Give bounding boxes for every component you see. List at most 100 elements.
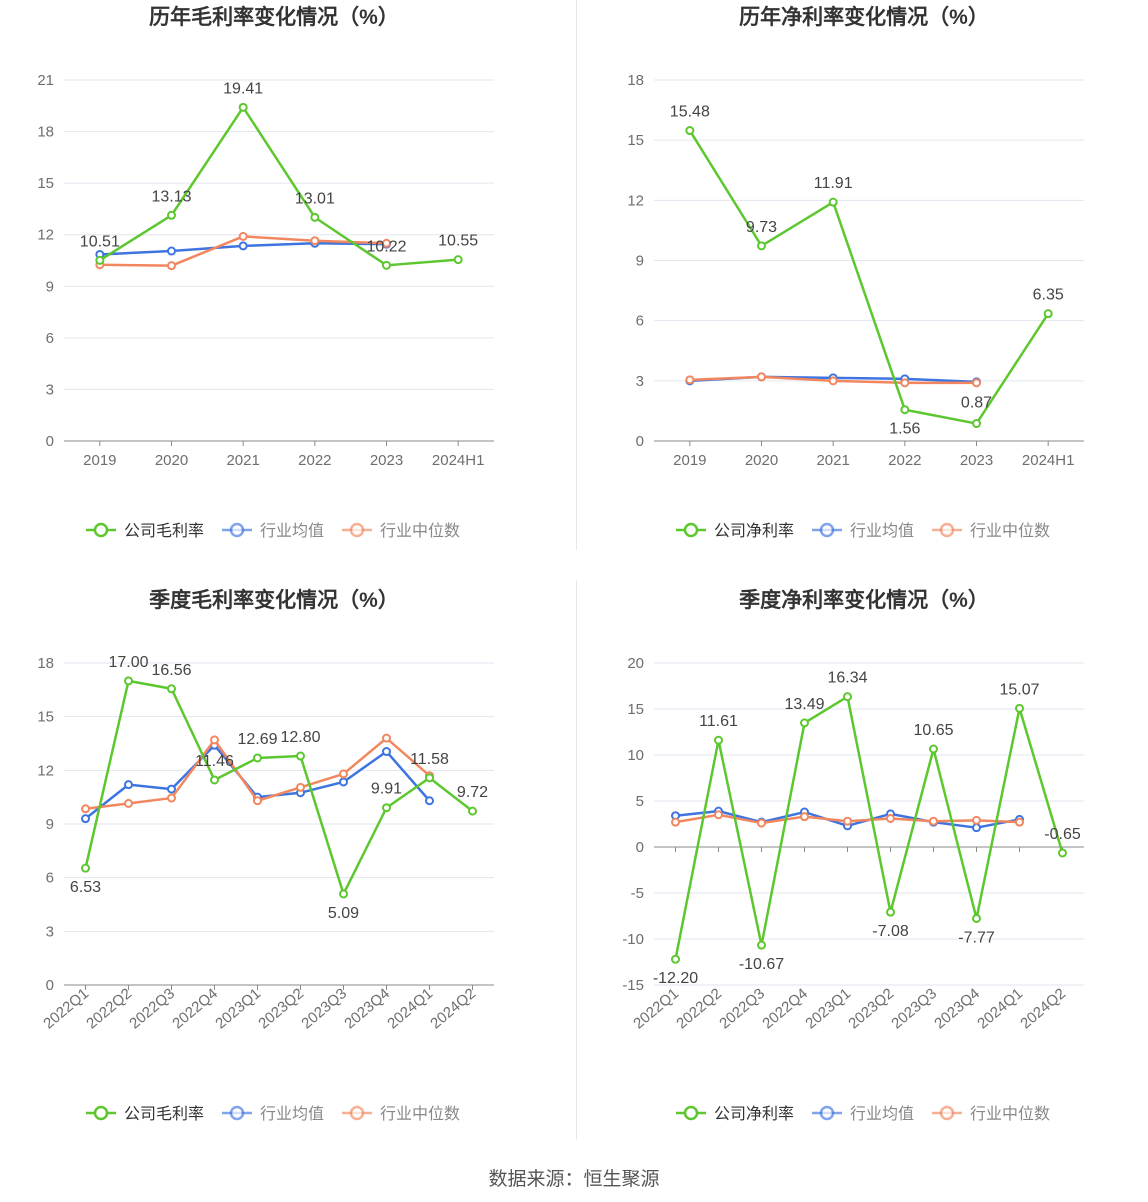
data-point <box>339 777 348 787</box>
y-tick-label: 9 <box>636 253 644 270</box>
data-point <box>972 815 981 825</box>
chart-panel-4: 季度净利率变化情况（%）-15-10-5051015202022Q12022Q2… <box>622 588 1084 1123</box>
data-point <box>167 793 176 803</box>
series-line-company <box>84 679 474 896</box>
data-label: 11.46 <box>195 753 234 770</box>
series-line-company <box>674 695 1064 960</box>
data-label: 12.69 <box>237 731 277 748</box>
data-point <box>210 775 219 785</box>
data-point <box>972 823 981 833</box>
x-tick-label: 2019 <box>83 452 116 469</box>
legend-label: 行业均值 <box>260 522 324 540</box>
data-point <box>238 241 248 251</box>
legend-item-industry-avg: 行业均值 <box>812 522 914 540</box>
y-tick-label: 12 <box>627 192 644 209</box>
data-label: 9.91 <box>371 781 402 798</box>
data-point <box>886 813 895 823</box>
data-label: 6.53 <box>70 879 101 896</box>
chart-panel-1: 历年毛利率变化情况（%） 0 3 6 9 12 15 18 21 2019 2020 2021 2022… <box>37 5 494 540</box>
legend-label: 行业中位数 <box>380 522 460 540</box>
y-tick-label: 9 <box>46 278 54 295</box>
data-point <box>828 197 838 207</box>
data-point <box>382 238 391 248</box>
y-tick-label: 0 <box>636 839 644 856</box>
y-tick-label: 18 <box>37 124 54 141</box>
x-tick-label: 2022Q3 <box>716 985 768 1032</box>
legend-item-company: 公司净利率 <box>676 522 794 540</box>
data-point <box>81 804 90 814</box>
data-label: -10.67 <box>739 956 784 973</box>
data-point <box>339 769 348 779</box>
x-tick-label: 2023Q2 <box>255 985 307 1032</box>
data-point <box>238 102 248 112</box>
data-point <box>900 378 910 388</box>
x-tick-label: 2022Q4 <box>169 985 221 1032</box>
data-point <box>757 818 766 828</box>
chart-panel-3: 季度毛利率变化情况（%）03691215182022Q12022Q22022Q3… <box>37 588 494 1123</box>
legend-marker <box>939 1105 955 1121</box>
y-tick-label: 0 <box>46 977 54 994</box>
data-point <box>468 806 477 816</box>
data-label: 17.00 <box>108 654 148 671</box>
data-point <box>1043 309 1053 319</box>
y-tick-label: 15 <box>37 709 54 726</box>
chart-title: 历年毛利率变化情况（%） <box>149 5 399 29</box>
data-point <box>671 817 680 827</box>
data-label: 10.51 <box>80 233 120 250</box>
data-label: 0.87 <box>961 395 992 412</box>
data-point <box>253 796 262 806</box>
data-label: 9.73 <box>746 219 777 236</box>
y-tick-label: -15 <box>622 977 644 994</box>
y-tick-label: 15 <box>627 132 644 149</box>
data-point <box>124 676 133 686</box>
data-label: -7.77 <box>958 929 995 946</box>
panel-divider-top <box>576 0 577 550</box>
data-point <box>382 260 391 270</box>
chart-title: 季度毛利率变化情况（%） <box>149 588 399 612</box>
data-point <box>167 684 176 694</box>
data-point <box>843 816 852 826</box>
data-point <box>81 863 90 873</box>
data-label: 13.49 <box>784 696 824 713</box>
x-tick-label: 2022Q3 <box>126 985 178 1032</box>
data-label: 5.09 <box>328 905 359 922</box>
legend-label: 行业均值 <box>850 522 914 540</box>
legend-item-company: 公司毛利率 <box>86 522 204 540</box>
data-point <box>843 692 852 702</box>
y-tick-label: 3 <box>46 381 54 398</box>
legend-label: 行业中位数 <box>970 1105 1050 1123</box>
y-tick-label: 12 <box>37 227 54 244</box>
data-point <box>167 210 176 220</box>
data-label: -7.08 <box>872 923 909 940</box>
data-point <box>453 255 463 265</box>
y-tick-label: 10 <box>627 747 644 764</box>
x-tick-label: 2023Q2 <box>845 985 897 1032</box>
data-point <box>685 375 695 385</box>
data-point <box>828 376 838 386</box>
y-tick-label: 9 <box>46 816 54 833</box>
x-tick-label: 2019 <box>673 452 706 469</box>
data-point <box>972 378 981 388</box>
legend-label: 公司净利率 <box>714 1105 794 1123</box>
series-line-company <box>688 129 1050 425</box>
data-source-note: 数据来源：恒生聚源 <box>488 1169 660 1190</box>
legend-marker <box>229 522 245 538</box>
data-point <box>382 803 391 813</box>
x-tick-label: 2021 <box>816 452 849 469</box>
legend-label: 公司毛利率 <box>124 522 204 540</box>
data-point <box>685 126 695 136</box>
data-point <box>800 812 809 822</box>
y-tick-label: 6 <box>636 313 644 330</box>
legend-marker <box>229 1105 245 1121</box>
data-point <box>167 784 176 794</box>
data-point <box>714 810 723 820</box>
legend-marker <box>93 522 109 538</box>
x-tick-label: 2024Q2 <box>427 985 479 1032</box>
y-tick-label: 3 <box>636 373 644 390</box>
y-tick-label: 21 <box>37 72 54 89</box>
x-tick-label: 2024H1 <box>1022 452 1075 469</box>
data-point <box>167 246 176 256</box>
data-label: 11.58 <box>410 751 449 768</box>
data-point <box>81 814 90 824</box>
y-tick-label: 6 <box>46 330 54 347</box>
